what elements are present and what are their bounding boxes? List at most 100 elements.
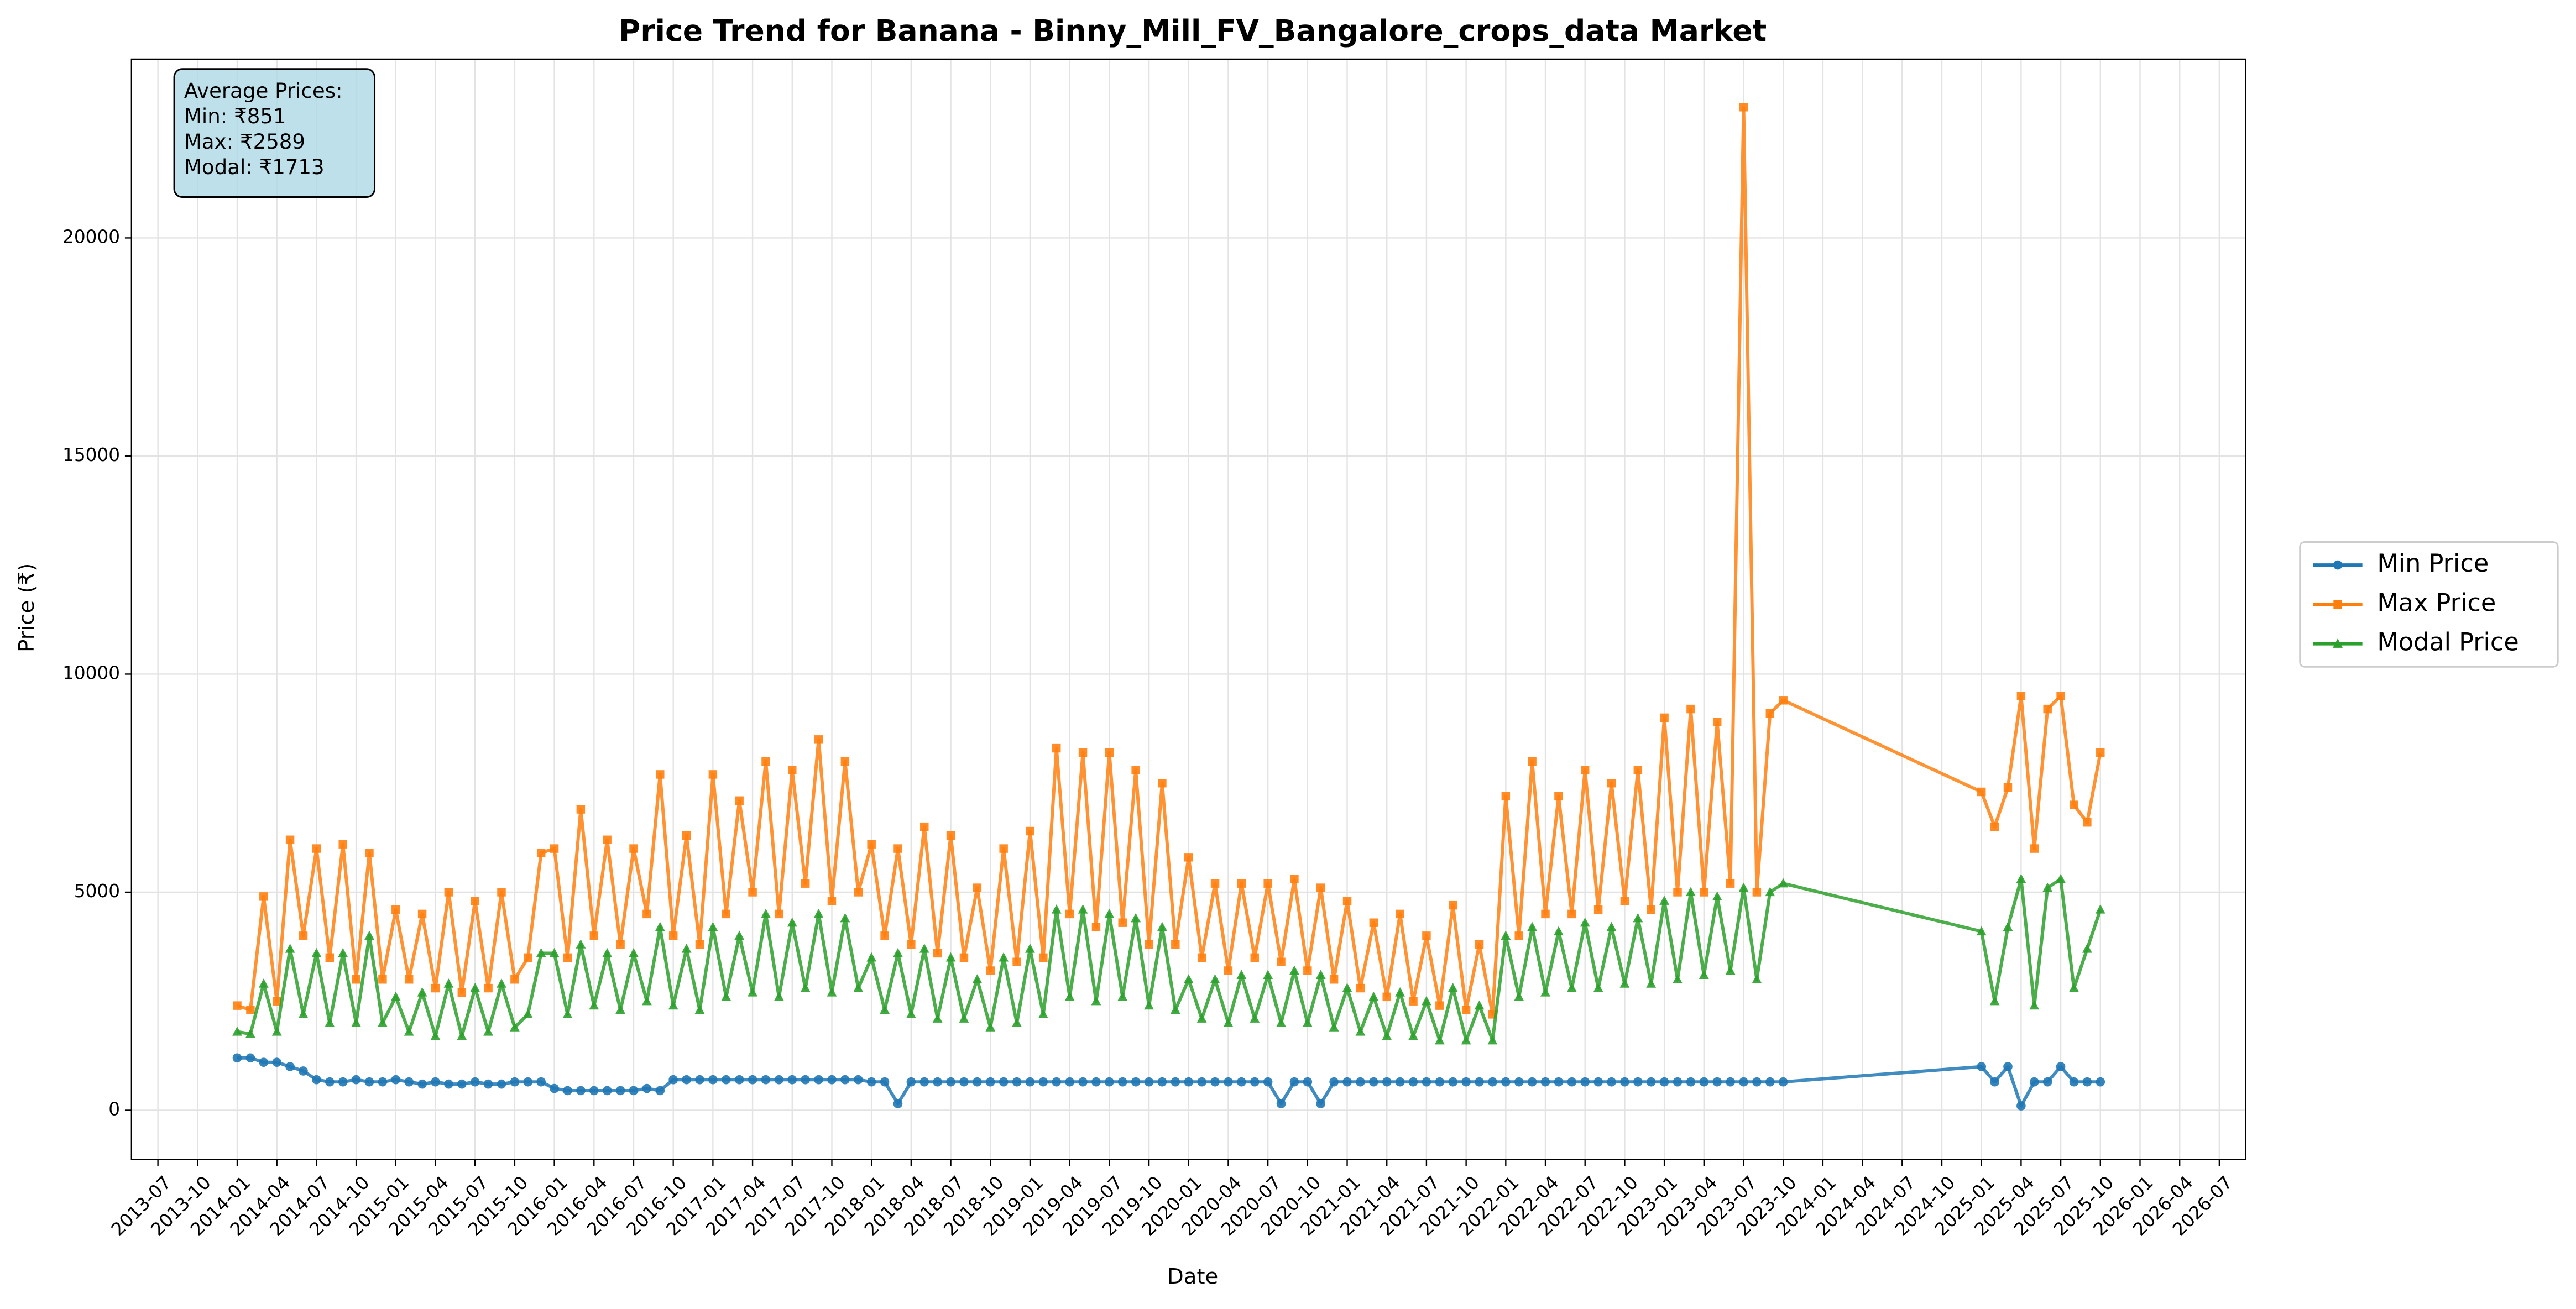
marker: [1157, 1077, 1167, 1087]
marker: [721, 991, 731, 1001]
marker: [232, 1026, 242, 1036]
marker: [602, 947, 613, 957]
annotation-text: Average Prices:: [184, 79, 343, 103]
marker: [1673, 1077, 1683, 1087]
marker: [431, 983, 440, 993]
marker: [1593, 983, 1603, 992]
marker: [946, 1077, 955, 1087]
series: [233, 103, 2105, 1019]
marker: [906, 1009, 916, 1019]
marker: [1025, 1077, 1035, 1087]
marker: [1501, 930, 1511, 940]
marker: [1567, 909, 1576, 919]
marker: [1276, 1018, 1286, 1027]
marker: [390, 991, 401, 1001]
marker: [1527, 1077, 1537, 1087]
series: [232, 1053, 2105, 1111]
marker: [1395, 1077, 1405, 1087]
x-axis-label: Date: [1167, 1264, 1218, 1289]
marker: [615, 1004, 625, 1014]
marker: [1210, 879, 1220, 888]
plot: [232, 103, 2105, 1111]
marker: [285, 944, 295, 953]
marker: [404, 975, 414, 984]
marker: [945, 952, 956, 962]
marker: [1501, 792, 1511, 801]
marker: [1025, 944, 1035, 953]
marker: [642, 909, 651, 919]
marker: [1105, 1077, 1114, 1087]
marker: [2030, 844, 2039, 853]
marker: [1673, 974, 1683, 983]
marker: [1461, 1006, 1471, 1014]
marker: [800, 983, 811, 992]
legend-box: [2299, 541, 2559, 668]
marker: [417, 987, 427, 997]
marker: [1726, 879, 1735, 888]
marker: [299, 931, 308, 940]
marker: [801, 879, 810, 888]
marker: [365, 849, 374, 857]
marker: [1157, 921, 1167, 931]
marker: [734, 930, 745, 940]
marker: [2333, 638, 2343, 648]
marker: [2069, 983, 2079, 992]
marker: [271, 1026, 282, 1036]
marker: [708, 1075, 718, 1085]
marker: [787, 917, 797, 927]
marker: [1487, 1035, 1498, 1045]
marker: [1633, 1077, 1643, 1087]
marker: [602, 1086, 612, 1096]
marker: [1065, 909, 1074, 919]
marker: [748, 987, 757, 997]
marker: [522, 1009, 533, 1019]
marker: [1685, 887, 1696, 897]
marker: [946, 831, 955, 840]
marker: [1765, 1077, 1775, 1087]
marker: [299, 1066, 308, 1076]
marker: [920, 822, 929, 831]
marker: [1554, 792, 1563, 801]
marker: [1488, 1077, 1497, 1087]
marker: [1196, 1013, 1207, 1023]
marker: [629, 844, 638, 853]
marker: [510, 1077, 520, 1087]
marker: [999, 844, 1008, 853]
marker: [391, 1075, 401, 1085]
marker: [1052, 1077, 1062, 1087]
marker: [245, 1028, 255, 1038]
marker: [933, 1077, 942, 1087]
marker: [471, 897, 479, 905]
marker: [761, 1075, 771, 1085]
marker: [1171, 940, 1180, 949]
marker: [1210, 974, 1220, 983]
marker: [893, 844, 902, 853]
marker: [721, 1075, 731, 1085]
marker: [2082, 1077, 2092, 1087]
marker: [1752, 974, 1762, 983]
marker: [2056, 692, 2065, 700]
marker: [1725, 965, 1736, 975]
marker: [1990, 822, 1999, 831]
marker: [1236, 970, 1247, 980]
marker: [2043, 704, 2052, 714]
marker: [853, 983, 864, 992]
marker: [827, 987, 837, 997]
marker: [761, 757, 770, 766]
marker: [827, 897, 837, 905]
marker: [1302, 1018, 1313, 1027]
marker: [1554, 926, 1564, 936]
marker: [1396, 909, 1404, 919]
y-axis-label: Price (₹): [14, 563, 39, 652]
marker: [457, 988, 467, 997]
marker: [1408, 1077, 1418, 1087]
marker: [2042, 1077, 2052, 1087]
marker: [1686, 704, 1695, 714]
marker: [761, 908, 771, 918]
marker: [443, 978, 454, 988]
marker: [550, 1083, 559, 1093]
marker: [880, 1077, 890, 1087]
marker: [932, 1013, 943, 1023]
marker: [695, 940, 704, 949]
annotation-text: Max: ₹2589: [184, 130, 305, 154]
